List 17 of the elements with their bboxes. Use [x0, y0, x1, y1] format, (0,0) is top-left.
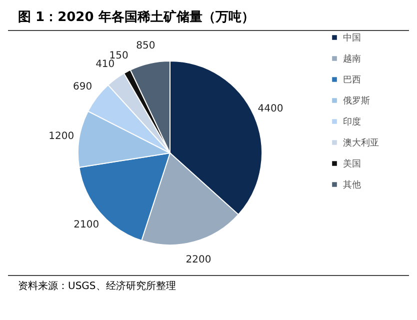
- legend-label: 印度: [343, 116, 361, 128]
- data-label: 850: [136, 40, 156, 52]
- legend-label: 俄罗斯: [343, 96, 370, 106]
- legend-label: 澳大利亚: [343, 138, 379, 148]
- legend-label: 越南: [343, 54, 361, 64]
- legend-label: 其他: [343, 180, 361, 190]
- legend-label: 巴西: [343, 76, 361, 86]
- data-label: 4400: [258, 103, 284, 114]
- chart-title: 图 1：2020 年各国稀土矿储量（万吨）: [8, 0, 409, 31]
- legend-label: 中国: [343, 32, 361, 44]
- data-label: 690: [73, 81, 92, 92]
- data-label: 410: [96, 59, 115, 70]
- legend-label: 美国: [343, 158, 361, 170]
- text: 资料来源：USGS、经济研究所整理: [8, 275, 409, 296]
- data-label: 2100: [74, 219, 100, 230]
- data-label: 1200: [48, 130, 74, 142]
- data-label: 2200: [186, 254, 212, 266]
